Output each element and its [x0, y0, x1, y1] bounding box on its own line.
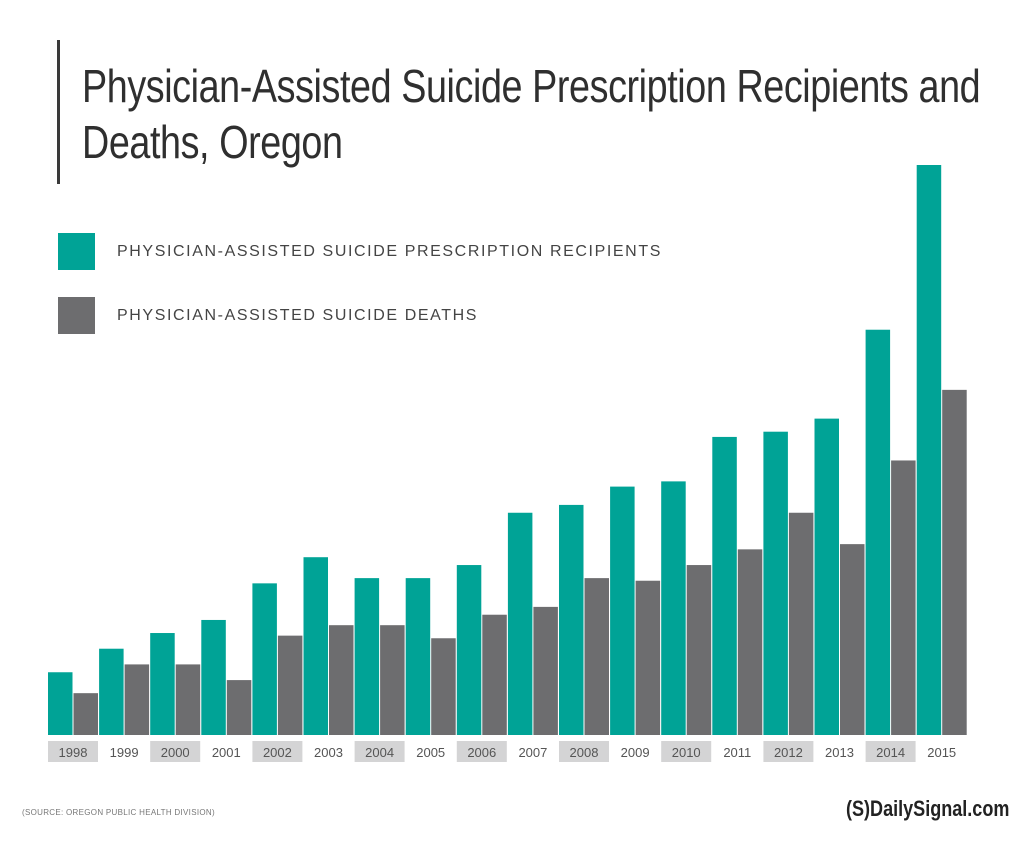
bar-deaths-2003 — [329, 625, 354, 735]
bar-recipients-2014 — [865, 329, 891, 735]
x-tick-label: 2001 — [212, 745, 241, 760]
tick-label-background — [763, 741, 814, 762]
bar-recipients-2012 — [763, 431, 788, 735]
tick-label-background — [354, 741, 405, 762]
bar-recipients-2006 — [456, 565, 482, 735]
bar-deaths-2014 — [891, 460, 916, 735]
legend-item-deaths: PHYSICIAN-ASSISTED SUICIDE DEATHS — [58, 297, 478, 334]
bar-deaths-2013 — [840, 544, 865, 735]
bar-recipients-2011 — [712, 436, 737, 735]
tick-label-background — [456, 741, 507, 762]
bar-recipients-1998 — [48, 672, 73, 735]
bar-deaths-2012 — [788, 512, 814, 735]
x-tick-label: 2012 — [774, 745, 803, 760]
x-tick-label: 2008 — [570, 745, 599, 760]
tick-label-background — [150, 741, 201, 762]
x-tick-label: 1999 — [110, 745, 139, 760]
legend-label-deaths: PHYSICIAN-ASSISTED SUICIDE DEATHS — [117, 306, 479, 324]
legend-item-recipients: PHYSICIAN-ASSISTED SUICIDE PRESCRIPTION … — [58, 233, 662, 270]
legend-swatch-deaths — [58, 297, 95, 334]
bar-recipients-2008 — [559, 504, 584, 735]
bar-recipients-2001 — [201, 619, 226, 735]
x-tick-label: 2014 — [876, 745, 905, 760]
x-tick-label: 2015 — [927, 745, 956, 760]
bar-deaths-2002 — [277, 635, 303, 735]
x-tick-label: 1998 — [59, 745, 88, 760]
bar-deaths-1998 — [73, 693, 98, 735]
bar-deaths-2004 — [380, 625, 405, 735]
x-tick-label: 2009 — [621, 745, 650, 760]
bar-recipients-1999 — [99, 648, 124, 735]
bar-deaths-2008 — [584, 578, 609, 735]
bar-deaths-2011 — [737, 549, 763, 735]
x-tick-label: 2011 — [723, 745, 751, 760]
bar-recipients-2002 — [252, 583, 277, 735]
bar-recipients-2003 — [303, 557, 328, 735]
x-tick-label: 2004 — [365, 745, 394, 760]
tick-label-background — [252, 741, 303, 762]
bar-recipients-2005 — [405, 578, 431, 735]
legend-swatch-recipients — [58, 233, 95, 270]
bar-recipients-2009 — [610, 486, 635, 735]
x-tick-label: 2000 — [161, 745, 190, 760]
bar-deaths-2015 — [942, 389, 967, 735]
bar-recipients-2010 — [661, 481, 686, 735]
x-tick-label: 2005 — [416, 745, 445, 760]
legend-label-recipients: PHYSICIAN-ASSISTED SUICIDE PRESCRIPTION … — [117, 242, 662, 260]
tick-label-background — [559, 741, 609, 762]
x-tick-label: 2010 — [672, 745, 701, 760]
chart-title: Physician-Assisted Suicide Prescription … — [82, 60, 981, 168]
bar-recipients-2004 — [354, 578, 380, 735]
bar-deaths-2010 — [686, 565, 712, 735]
x-tick-label: 2003 — [314, 745, 343, 760]
bar-recipients-2015 — [916, 165, 942, 735]
daily-signal-logo: (S)DailySignal.com — [846, 796, 1010, 821]
bar-deaths-2005 — [431, 638, 456, 735]
tick-label-background — [661, 741, 712, 762]
x-tick-label: 2002 — [263, 745, 292, 760]
tick-label-background — [865, 741, 916, 762]
x-tick-label: 2013 — [825, 745, 854, 760]
title-accent-bar — [57, 40, 60, 184]
tick-label-background — [48, 741, 98, 762]
bar-deaths-2009 — [635, 580, 661, 735]
bar-deaths-2001 — [226, 680, 252, 735]
source-note: (SOURCE: OREGON PUBLIC HEALTH DIVISION) — [22, 808, 215, 817]
x-tick-label: 2006 — [467, 745, 496, 760]
bar-deaths-2007 — [533, 606, 558, 735]
bar-deaths-2006 — [482, 614, 507, 735]
x-tick-label: 2007 — [518, 745, 547, 760]
bar-deaths-2000 — [175, 664, 201, 735]
bar-recipients-2007 — [507, 512, 533, 735]
bar-recipients-2013 — [814, 418, 839, 735]
bar-recipients-2000 — [150, 633, 175, 735]
bar-deaths-1999 — [124, 664, 150, 735]
